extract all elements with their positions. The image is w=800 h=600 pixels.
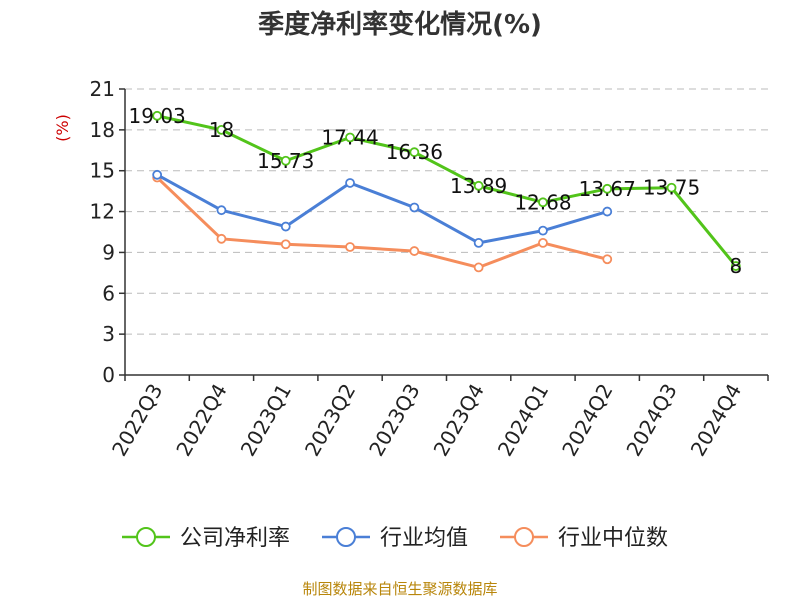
legend-label: 行业均值 — [380, 526, 468, 551]
x-tick-label: 2024Q4 — [686, 380, 746, 461]
x-tick-label: 2023Q4 — [429, 380, 489, 461]
data-point — [216, 124, 227, 135]
source-note: 制图数据来自恒生聚源数据库 — [302, 580, 497, 598]
x-tick-label: 2023Q3 — [364, 380, 424, 461]
data-labels: 19.03 18 15.73 17.44 16.36 13.89 12.68 13.67 13.… — [129, 104, 743, 278]
data-point — [666, 182, 677, 193]
series-2 — [152, 172, 613, 273]
data-point — [473, 237, 484, 248]
legend-marker — [336, 527, 356, 547]
data-point — [409, 147, 420, 158]
data-point — [473, 262, 484, 273]
data-label: 17.44 — [321, 125, 378, 149]
x-tick-label: 2023Q2 — [300, 380, 360, 461]
y-tick-label: 18 — [90, 118, 115, 142]
data-label: 13.89 — [450, 174, 507, 198]
data-label: 15.73 — [257, 149, 314, 173]
legend-item: 公司净利率 — [122, 526, 290, 551]
chart-title: 季度净利率变化情况(%) — [258, 9, 542, 40]
data-point — [409, 246, 420, 256]
data-point — [216, 233, 227, 244]
legend-marker — [136, 527, 156, 547]
x-tick-label: 2024Q3 — [621, 380, 681, 461]
y-axis-ticks: 0 3 6 9 12 15 18 21 — [90, 77, 125, 387]
y-tick-label: 9 — [102, 240, 115, 264]
data-point — [345, 132, 355, 143]
data-label: 13.75 — [643, 176, 700, 200]
data-point — [409, 202, 420, 213]
x-tick-label: 2024Q2 — [557, 380, 617, 461]
series-line — [156, 176, 608, 269]
data-point — [152, 169, 163, 180]
legend-item: 行业均值 — [322, 526, 468, 551]
y-tick-label: 15 — [90, 159, 115, 183]
data-label: 19.03 — [129, 104, 186, 128]
data-point — [280, 239, 291, 250]
data-point — [538, 197, 548, 208]
data-point — [345, 242, 355, 252]
y-axis-unit: (%) — [53, 114, 72, 142]
series-line — [156, 114, 738, 267]
legend-item: 行业中位数 — [500, 526, 668, 551]
data-label: 12.68 — [514, 190, 571, 214]
data-label: 18 — [209, 118, 234, 142]
series-1 — [152, 169, 613, 248]
data-point — [473, 180, 484, 191]
data-point — [602, 183, 613, 194]
x-tick-label: 2022Q3 — [107, 380, 167, 461]
data-point — [280, 221, 291, 232]
data-point — [602, 254, 613, 265]
data-label: 13.67 — [579, 177, 636, 201]
y-tick-label: 12 — [90, 200, 115, 224]
data-label: 16.36 — [386, 140, 443, 164]
data-point — [152, 110, 163, 121]
data-point — [345, 178, 355, 188]
data-point — [730, 261, 741, 271]
series-line — [156, 173, 608, 245]
x-axis-ticks: 2022Q3 2022Q4 2023Q1 2023Q2 2023Q3 2023Q4 2024… — [107, 375, 769, 461]
y-tick-label: 0 — [102, 363, 115, 387]
data-point — [538, 237, 548, 248]
data-point — [602, 206, 613, 217]
y-tick-label: 6 — [102, 281, 115, 305]
x-tick-label: 2023Q1 — [236, 380, 296, 461]
x-tick-label: 2024Q1 — [493, 380, 553, 461]
y-tick-label: 21 — [90, 77, 115, 101]
series-layer — [152, 110, 741, 273]
y-tick-label: 3 — [102, 322, 115, 346]
data-point — [216, 205, 227, 216]
legend-label: 行业中位数 — [558, 526, 668, 551]
x-tick-label: 2022Q4 — [171, 380, 231, 461]
series-0 — [152, 110, 741, 271]
legend-marker — [514, 527, 534, 547]
data-label: 8 — [729, 254, 742, 278]
data-point — [280, 155, 291, 166]
data-point — [538, 225, 548, 236]
legend: 公司净利率 行业均值 行业中位数 — [122, 526, 668, 551]
legend-label: 公司净利率 — [180, 526, 290, 551]
